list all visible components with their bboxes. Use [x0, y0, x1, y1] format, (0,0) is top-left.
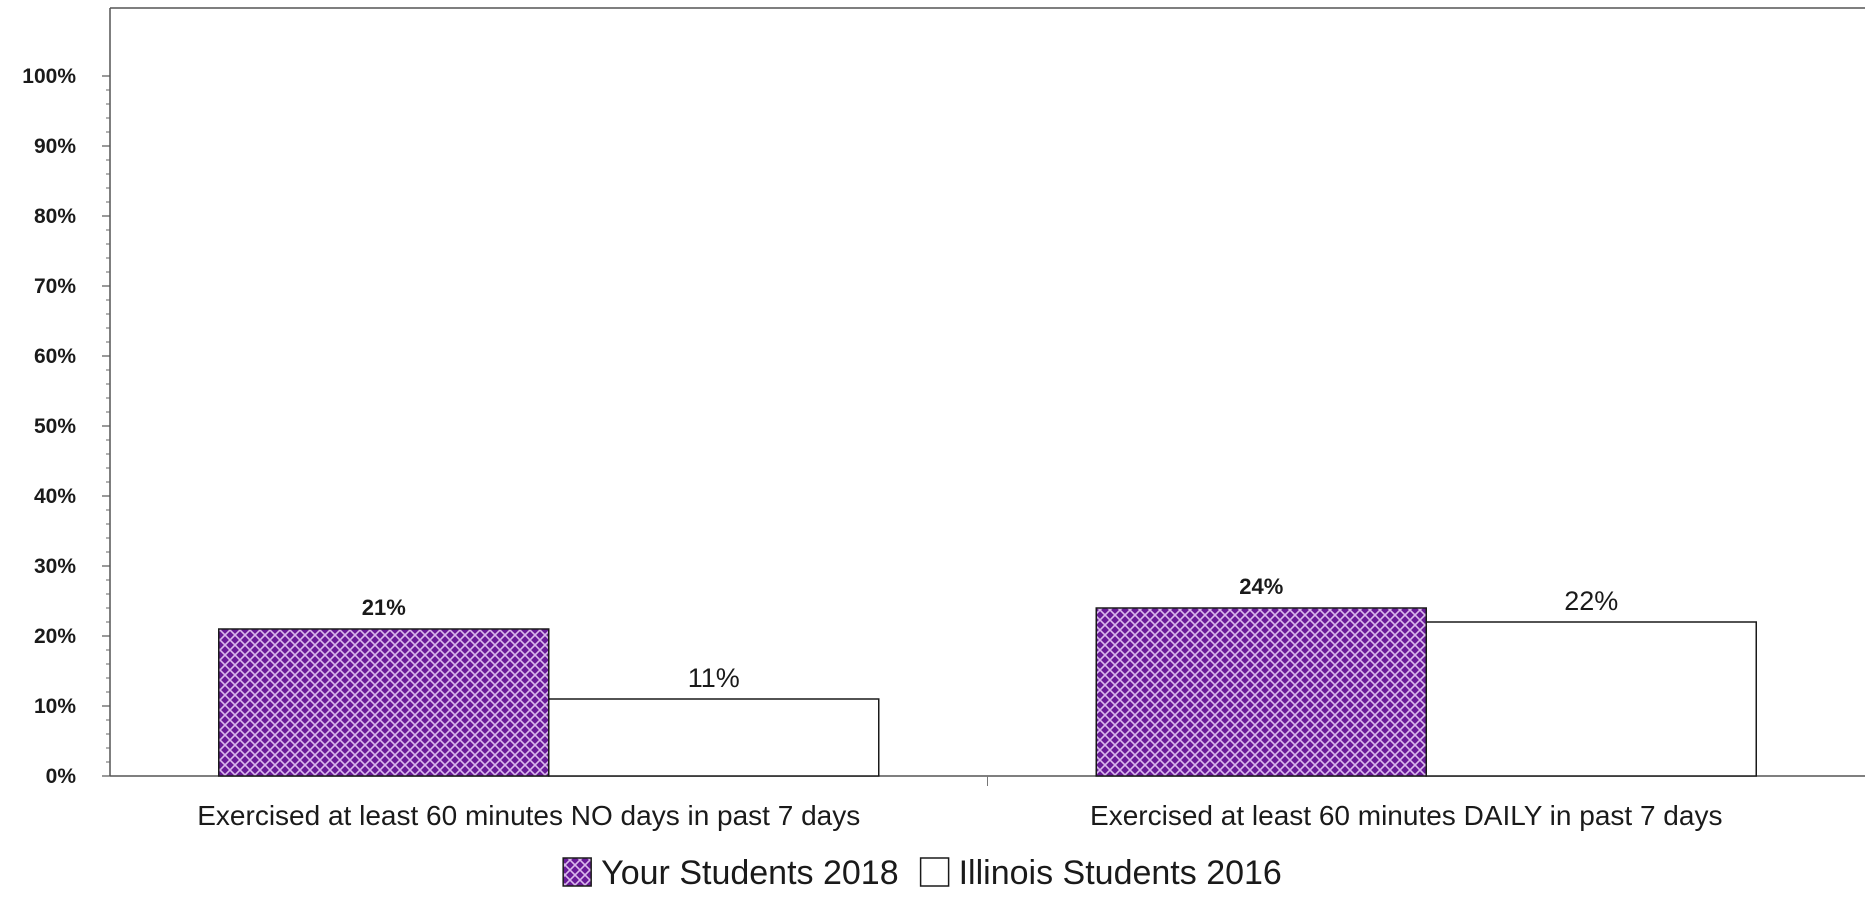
bar-your-students-2018	[1095, 607, 1427, 777]
legend-swatch	[562, 857, 592, 887]
bars	[218, 607, 1757, 777]
data-labels: 21% 11% 24% 22%	[362, 574, 1619, 693]
y-tick-label: 90%	[34, 135, 76, 158]
bar-value-label: 24%	[1239, 574, 1283, 599]
y-tick-label: 50%	[34, 415, 76, 438]
x-category-label: Exercised at least 60 minutes NO days in…	[197, 800, 860, 831]
legend: Your Students 2018 Illinois Students 2016	[562, 854, 1282, 892]
axes: 0% 10% 20% 30% 40% 50% 60% 70% 80% 90% 100% Exercis…	[22, 7, 1865, 831]
bar-illinois-students-2016	[548, 698, 880, 777]
bar-value-label: 11%	[688, 663, 740, 693]
x-category-label: Exercised at least 60 minutes DAILY in p…	[1090, 800, 1722, 831]
y-tick-label: 10%	[34, 695, 76, 718]
y-tick-label: 0%	[46, 765, 77, 788]
legend-label: Your Students 2018	[601, 854, 898, 892]
legend-label: Illinois Students 2016	[959, 854, 1282, 892]
bar-value-label: 22%	[1564, 586, 1618, 616]
bar-value-label: 21%	[362, 595, 406, 620]
bar-illinois-students-2016	[1425, 621, 1757, 777]
y-tick-label: 30%	[34, 555, 76, 578]
y-tick-label: 40%	[34, 485, 76, 508]
y-tick-label: 60%	[34, 345, 76, 368]
bar-your-students-2018	[218, 628, 550, 777]
y-tick-label: 70%	[34, 275, 76, 298]
y-tick-label: 20%	[34, 625, 76, 648]
y-tick-label: 80%	[34, 205, 76, 228]
y-tick-label: 100%	[22, 65, 76, 88]
legend-swatch	[919, 857, 950, 887]
